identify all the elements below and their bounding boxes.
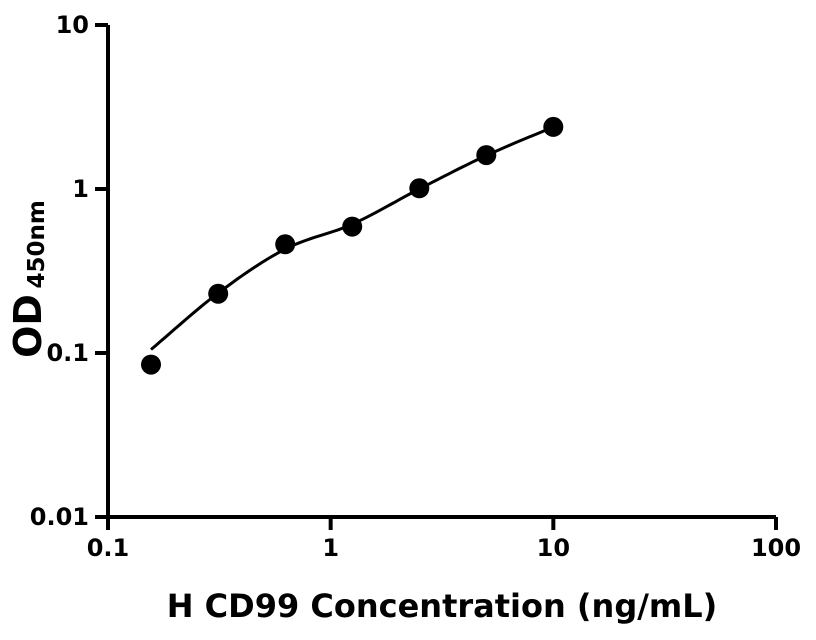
y-axis-title-main: OD [6,294,50,358]
data-point [476,145,497,166]
data-point [208,283,229,304]
y-axis-title: OD 450nm [6,200,50,358]
data-point [342,216,363,237]
data-point [141,354,161,375]
x-tick-label: 0.1 [87,534,130,562]
y-tick-label: 1 [72,175,89,203]
x-axis-title: H CD99 Concentration (ng/mL) [167,587,718,625]
data-point [275,234,296,255]
data-point [409,178,430,199]
y-axis-title-subscript: 450nm [24,200,50,288]
axis-spines [106,25,776,519]
y-tick-label: 10 [56,11,89,39]
x-tick-label: 1 [322,534,339,562]
y-tick-label: 0.1 [46,339,89,367]
x-tick-label: 100 [751,534,801,562]
data-point [543,116,564,137]
y-tick-label: 0.01 [30,503,89,531]
plot-area: 0.1 1 10 100 0.01 0.1 1 10 [30,11,801,562]
x-tick-label: 10 [537,534,570,562]
